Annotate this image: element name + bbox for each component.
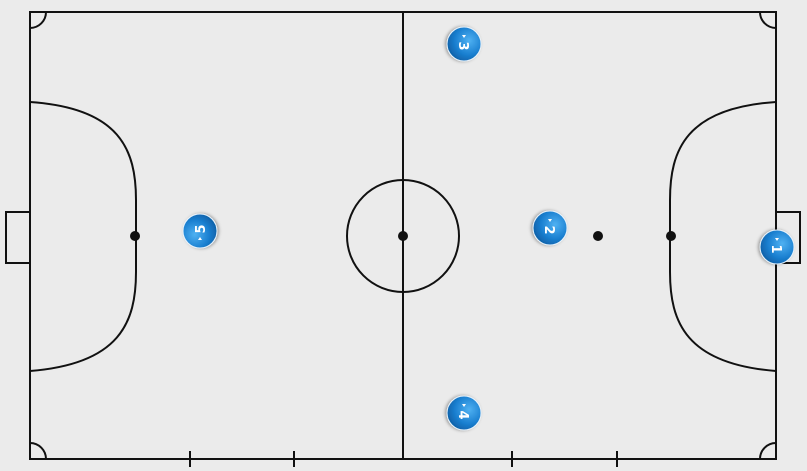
player-token-4[interactable]: 4	[447, 396, 481, 430]
right-second-penalty-spot	[593, 231, 603, 241]
player-token-3[interactable]: 3	[447, 27, 481, 61]
center-spot	[398, 231, 408, 241]
player-token-1[interactable]: 1	[760, 230, 794, 264]
player-number: 1	[768, 244, 783, 253]
player-number: 2	[541, 225, 556, 234]
right-penalty-spot	[666, 231, 676, 241]
player-number: 4	[455, 410, 470, 419]
player-number: 5	[194, 224, 209, 233]
player-token-2[interactable]: 2	[533, 211, 567, 245]
player-token-5[interactable]: 5	[183, 214, 217, 248]
left-penalty-spot	[130, 231, 140, 241]
player-number: 3	[455, 41, 470, 50]
